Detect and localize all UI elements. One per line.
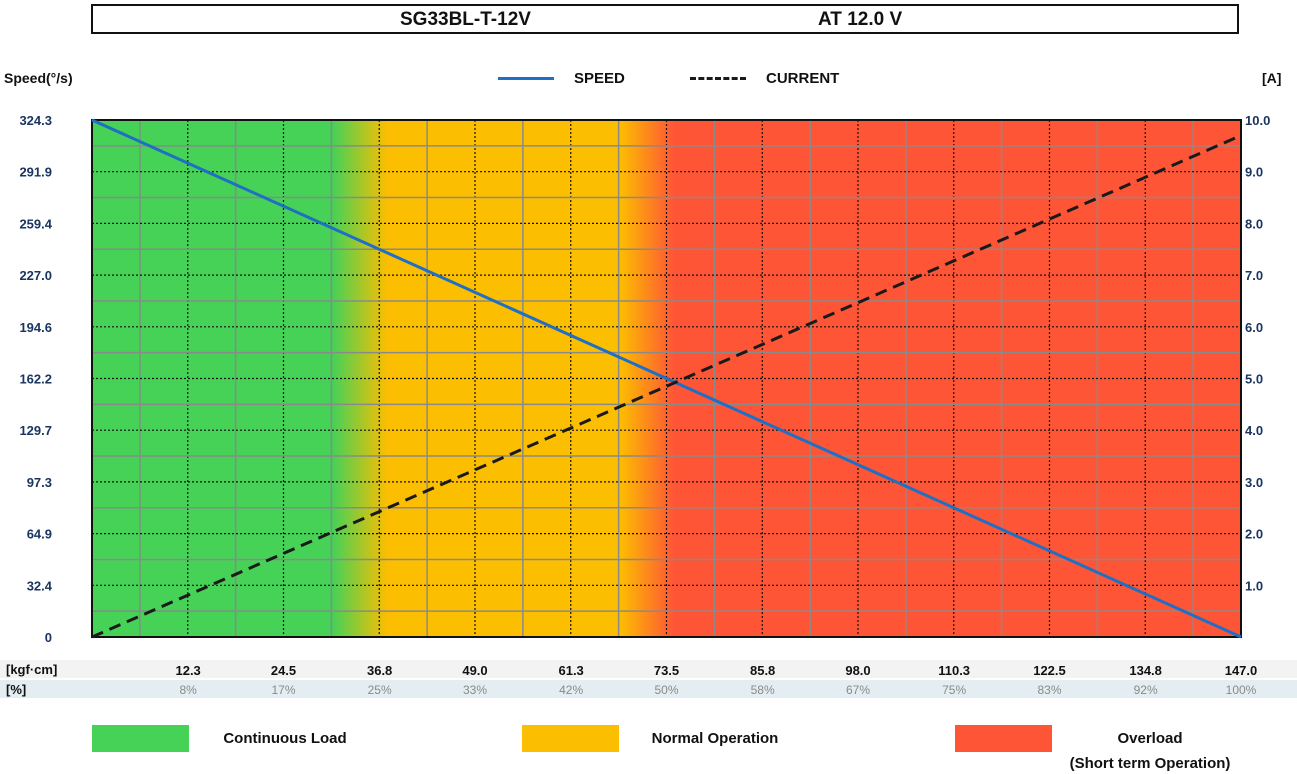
legend-speed-swatch [498,77,554,80]
zone-overload-label: Overload [1117,730,1183,747]
percent-tick-label: 75% [942,683,966,697]
percent-unit-label: [%] [6,682,27,697]
x-tick-label: 36.8 [367,663,392,678]
chart-title-box [91,4,1239,34]
x-tick-label: 61.3 [558,663,583,678]
percent-tick-label: 67% [846,683,870,697]
y2-tick-label: 5.0 [1245,372,1263,387]
x-tick-label: 49.0 [462,663,487,678]
y2-tick-label: 10.0 [1245,113,1270,128]
y-axis-label-speed: Speed(°/s) [4,70,73,86]
zone-continuous-swatch [92,725,189,752]
percent-tick-label: 25% [368,683,392,697]
percent-tick-label: 33% [463,683,487,697]
y2-tick-label: 9.0 [1245,165,1263,180]
plot-frame [91,119,1242,638]
percent-tick-label: 100% [1226,683,1257,697]
torque-tick-band [0,660,1297,678]
x-tick-label: 12.3 [175,663,200,678]
x-tick-label: 85.8 [750,663,775,678]
x-tick-label: 24.5 [271,663,296,678]
legend-speed-label: SPEED [574,70,625,87]
chart-title-voltage: AT 12.0 V [818,9,903,30]
y-tick-label: 97.3 [27,475,52,490]
zone-continuous-label: Continuous Load [223,730,347,747]
y2-tick-label: 1.0 [1245,578,1263,593]
x-tick-label: 147.0 [1225,663,1258,678]
legend-current-swatch [690,77,746,80]
x-tick-label: 73.5 [654,663,679,678]
y2-tick-label: 7.0 [1245,268,1263,283]
zone-overload-sublabel: (Short term Operation) [1069,755,1231,772]
zone-normal-swatch [522,725,619,752]
percent-tick-label: 8% [179,683,197,697]
y-tick-label: 32.4 [27,578,53,593]
legend-current-label: CURRENT [766,70,840,87]
chart-title-model: SG33BL-T-12V [400,9,531,30]
zone-normal-label: Normal Operation [651,730,779,747]
y2-tick-label: 6.0 [1245,320,1263,335]
y2-tick-label: 8.0 [1245,216,1263,231]
x-tick-label: 122.5 [1033,663,1066,678]
percent-tick-label: 83% [1037,683,1061,697]
percent-tick-label: 42% [559,683,583,697]
y-tick-label: 291.9 [19,165,52,180]
percent-tick-label: 17% [271,683,295,697]
y2-tick-label: 2.0 [1245,527,1263,542]
y-tick-label: 0 [45,630,52,645]
y-tick-label: 259.4 [19,216,52,231]
legend-current: CURRENT [690,70,839,87]
y-tick-label: 324.3 [19,113,52,128]
x-tick-label: 110.3 [938,663,970,678]
y-tick-label: 194.6 [19,320,52,335]
x-tick-label: 98.0 [845,663,870,678]
legend-speed: SPEED [498,70,625,87]
y-axis-label-current: [A] [1262,70,1282,86]
x-tick-label: 134.8 [1129,663,1162,678]
y-tick-label: 162.2 [19,371,52,386]
percent-tick-label: 50% [654,683,678,697]
y-tick-label: 64.9 [27,527,52,542]
y-tick-label: 129.7 [19,423,52,438]
percent-tick-label: 92% [1134,683,1158,697]
y-tick-label: 227.0 [19,268,52,283]
torque-unit-label: [kgf·cm] [6,662,58,677]
y2-tick-label: 4.0 [1245,423,1263,438]
zone-overload-swatch [955,725,1052,752]
series-line-speed [91,118,1242,639]
percent-tick-label: 58% [751,683,775,697]
y2-tick-label: 3.0 [1245,475,1263,490]
percent-tick-band [0,680,1297,698]
